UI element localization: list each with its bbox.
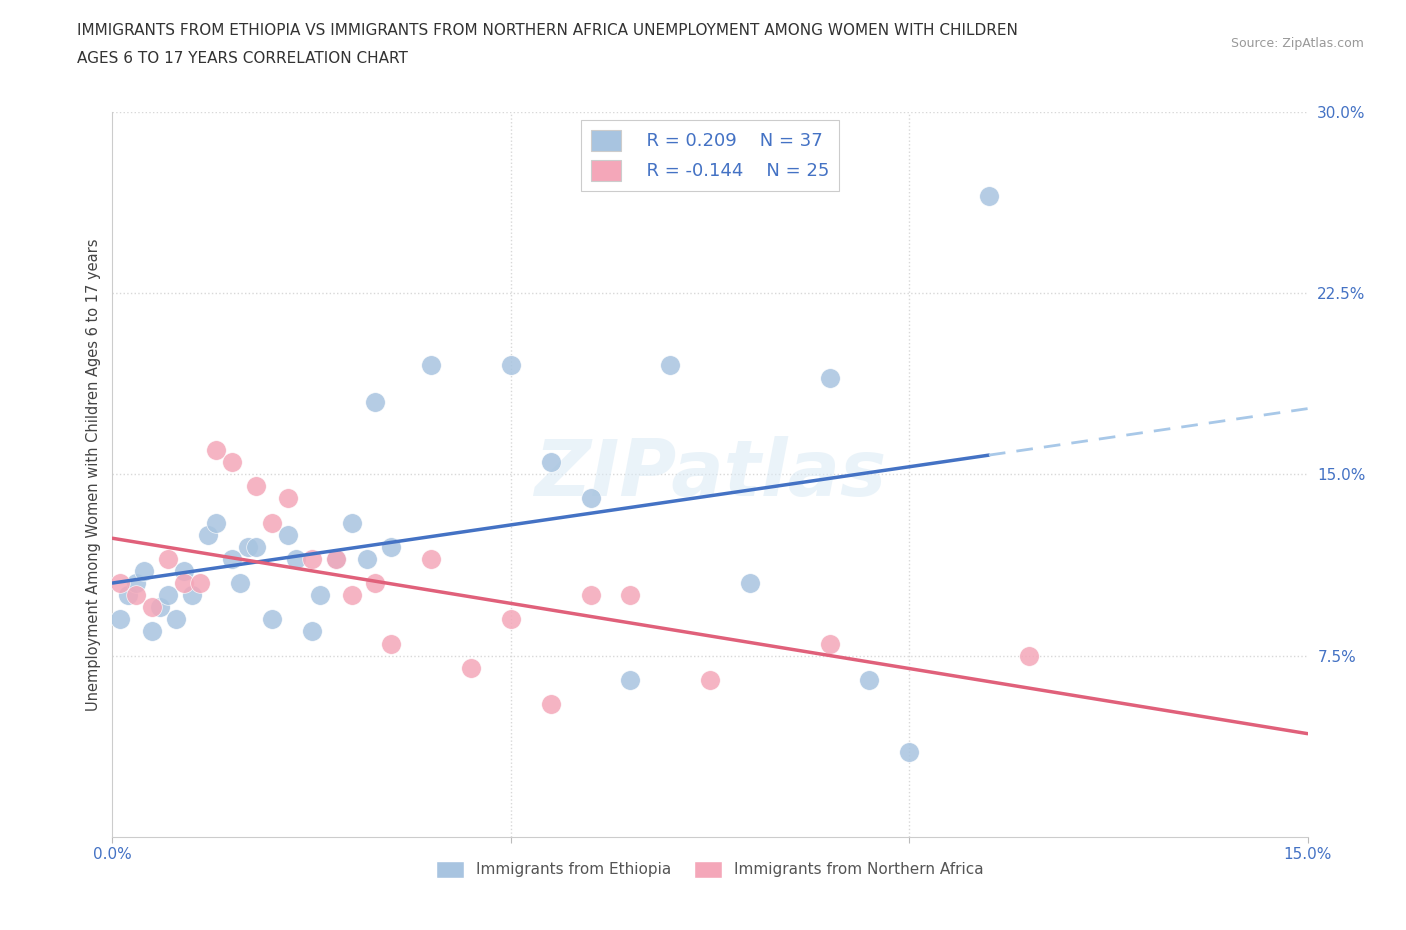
Point bbox=[245, 539, 267, 554]
Point bbox=[221, 551, 243, 566]
Point bbox=[301, 551, 323, 566]
Point bbox=[699, 672, 721, 687]
Point bbox=[499, 358, 522, 373]
Point bbox=[380, 539, 402, 554]
Point bbox=[380, 636, 402, 651]
Point bbox=[245, 479, 267, 494]
Point bbox=[364, 576, 387, 591]
Point bbox=[340, 515, 363, 530]
Point bbox=[579, 491, 602, 506]
Point bbox=[659, 358, 682, 373]
Point bbox=[173, 576, 195, 591]
Point bbox=[181, 588, 204, 603]
Point bbox=[221, 455, 243, 470]
Point bbox=[165, 612, 187, 627]
Point bbox=[141, 600, 163, 615]
Point bbox=[619, 672, 641, 687]
Point bbox=[134, 564, 156, 578]
Point bbox=[460, 660, 482, 675]
Point bbox=[1018, 648, 1040, 663]
Point bbox=[284, 551, 307, 566]
Point bbox=[898, 745, 921, 760]
Point bbox=[277, 527, 299, 542]
Point bbox=[499, 612, 522, 627]
Point bbox=[229, 576, 252, 591]
Point bbox=[157, 588, 180, 603]
Point bbox=[277, 491, 299, 506]
Point bbox=[340, 588, 363, 603]
Point bbox=[325, 551, 347, 566]
Point bbox=[818, 370, 841, 385]
Point bbox=[125, 588, 148, 603]
Point bbox=[197, 527, 219, 542]
Point bbox=[260, 612, 283, 627]
Point bbox=[356, 551, 378, 566]
Point bbox=[364, 394, 387, 409]
Point bbox=[818, 636, 841, 651]
Y-axis label: Unemployment Among Women with Children Ages 6 to 17 years: Unemployment Among Women with Children A… bbox=[86, 238, 101, 711]
Point bbox=[540, 455, 562, 470]
Point bbox=[205, 515, 228, 530]
Point bbox=[188, 576, 211, 591]
Text: AGES 6 TO 17 YEARS CORRELATION CHART: AGES 6 TO 17 YEARS CORRELATION CHART bbox=[77, 51, 408, 66]
Point bbox=[619, 588, 641, 603]
Point bbox=[579, 588, 602, 603]
Point bbox=[325, 551, 347, 566]
Point bbox=[738, 576, 761, 591]
Text: Source: ZipAtlas.com: Source: ZipAtlas.com bbox=[1230, 37, 1364, 50]
Point bbox=[420, 358, 443, 373]
Point bbox=[141, 624, 163, 639]
Point bbox=[110, 612, 132, 627]
Legend: Immigrants from Ethiopia, Immigrants from Northern Africa: Immigrants from Ethiopia, Immigrants fro… bbox=[430, 855, 990, 884]
Point bbox=[110, 576, 132, 591]
Point bbox=[308, 588, 330, 603]
Point bbox=[977, 189, 1000, 204]
Point bbox=[858, 672, 880, 687]
Point bbox=[540, 697, 562, 711]
Point bbox=[125, 576, 148, 591]
Point bbox=[157, 551, 180, 566]
Point bbox=[260, 515, 283, 530]
Text: IMMIGRANTS FROM ETHIOPIA VS IMMIGRANTS FROM NORTHERN AFRICA UNEMPLOYMENT AMONG W: IMMIGRANTS FROM ETHIOPIA VS IMMIGRANTS F… bbox=[77, 23, 1018, 38]
Point bbox=[205, 443, 228, 458]
Text: ZIPatlas: ZIPatlas bbox=[534, 436, 886, 512]
Point bbox=[420, 551, 443, 566]
Point bbox=[149, 600, 172, 615]
Point bbox=[301, 624, 323, 639]
Point bbox=[236, 539, 259, 554]
Point bbox=[117, 588, 139, 603]
Point bbox=[173, 564, 195, 578]
